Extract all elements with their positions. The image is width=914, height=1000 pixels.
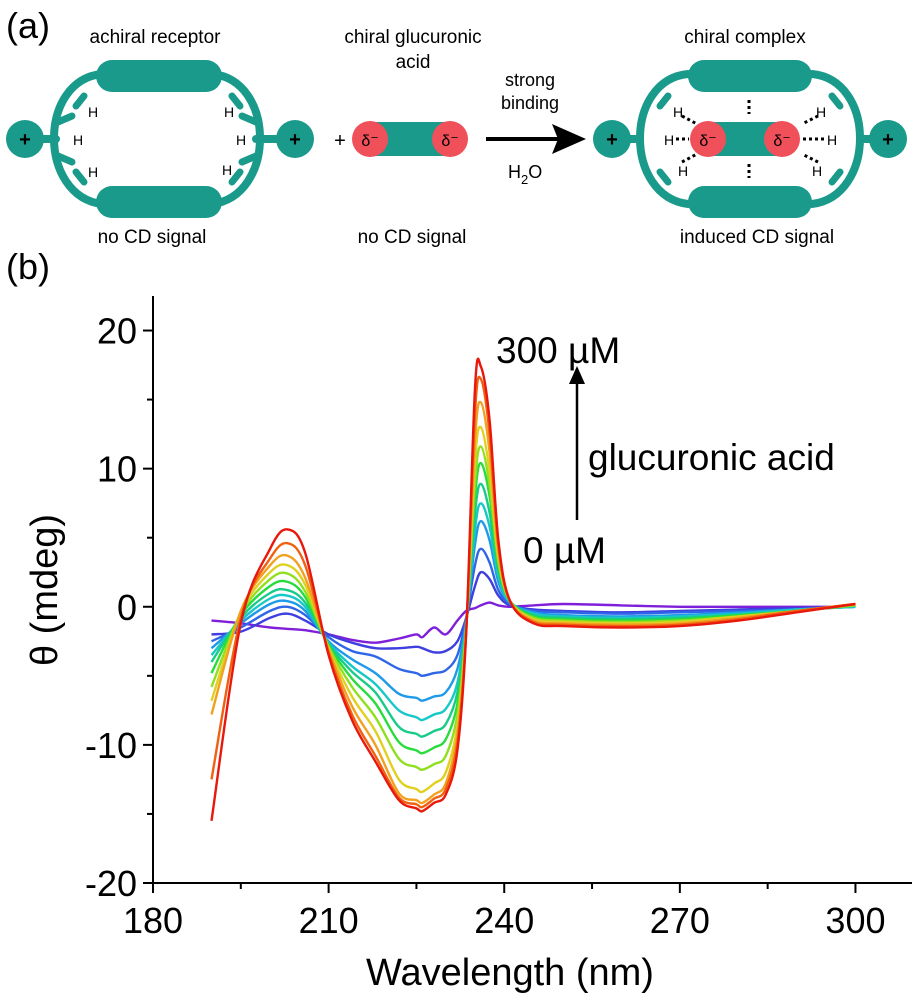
charge-plus: + bbox=[19, 129, 31, 151]
delta-minus-label: δ⁻ bbox=[441, 133, 458, 150]
water-o: O bbox=[528, 162, 542, 182]
hydrogen-label: H bbox=[812, 163, 822, 179]
hydrogen-bond bbox=[801, 114, 819, 126]
complex-stub bbox=[828, 92, 844, 110]
water-h: H bbox=[508, 162, 521, 182]
receptor-right-cation bbox=[276, 120, 314, 158]
annotation-high-conc: 300 µM bbox=[496, 330, 620, 371]
hydrogen-label: H bbox=[816, 104, 826, 120]
complex-top-bar bbox=[688, 60, 812, 92]
series-line-2 bbox=[211, 570, 856, 654]
complex-left-cation bbox=[593, 120, 631, 158]
arrow-label-line2: binding bbox=[501, 93, 559, 113]
complex-title: chiral complex bbox=[684, 27, 806, 48]
complex-caption: induced CD signal bbox=[680, 227, 834, 248]
y-tick-label: 10 bbox=[97, 449, 137, 490]
x-tick-label: 270 bbox=[650, 900, 710, 941]
annotation-titrant: glucuronic acid bbox=[588, 437, 835, 478]
charge-plus: + bbox=[289, 129, 301, 151]
receptor-left-cation bbox=[6, 120, 44, 158]
complex-right-anion bbox=[764, 121, 800, 157]
receptor-stub bbox=[228, 92, 244, 110]
receptor-bottom-bar bbox=[96, 186, 222, 218]
hydrogen-label: H bbox=[827, 132, 837, 148]
hydrogen-label: H bbox=[88, 104, 98, 120]
series-line-12 bbox=[210, 357, 856, 821]
reaction-scheme: (a) achiral receptor chiral glucuronic a… bbox=[6, 5, 907, 248]
y-tick-label: -10 bbox=[85, 725, 137, 766]
receptor-stub bbox=[72, 168, 88, 186]
receptor-stub bbox=[72, 92, 88, 110]
acid-title-line2: acid bbox=[396, 52, 431, 73]
hydrogen-label: H bbox=[73, 132, 83, 148]
receptor-stub bbox=[54, 112, 76, 126]
hydrogen-label: H bbox=[224, 104, 234, 120]
complex-left-anion bbox=[690, 121, 726, 157]
charge-plus: + bbox=[606, 129, 618, 151]
y-tick-label: 0 bbox=[117, 587, 137, 628]
acid-left-anion bbox=[352, 121, 388, 157]
hydrogen-label: H bbox=[678, 163, 688, 179]
series-layer bbox=[210, 357, 856, 821]
charge-plus: + bbox=[882, 129, 894, 151]
receptor-stub bbox=[228, 168, 244, 186]
plus-sign: + bbox=[334, 130, 346, 152]
hydrogen-label: H bbox=[664, 132, 674, 148]
chiral-complex bbox=[593, 60, 907, 218]
reaction-arrow bbox=[486, 124, 586, 154]
achiral-receptor bbox=[6, 60, 314, 218]
y-tick-label: 20 bbox=[97, 311, 137, 352]
series-line-6 bbox=[210, 482, 856, 738]
hydrogen-label: H bbox=[673, 104, 683, 120]
reaction-arrow-head bbox=[552, 124, 586, 154]
delta-minus-label: δ⁻ bbox=[773, 133, 790, 150]
titration-arrow-head bbox=[569, 366, 585, 384]
water-subscript: 2 bbox=[521, 172, 528, 187]
annotation-low-conc: 0 µM bbox=[523, 530, 606, 571]
hydrogen-bond bbox=[681, 114, 698, 126]
hydrogen-bond-dashes bbox=[676, 100, 824, 178]
complex-stub bbox=[656, 92, 672, 110]
delta-minus-label: δ⁻ bbox=[699, 133, 716, 150]
x-tick-label: 210 bbox=[299, 900, 359, 941]
tick-layer: -20 -10 0 10 20 180 210 240 270 300 bbox=[85, 311, 886, 941]
series-line-1 bbox=[211, 601, 856, 644]
x-tick-label: 240 bbox=[474, 900, 534, 941]
y-axis-label: θ (mdeg) bbox=[24, 514, 66, 666]
complex-stub bbox=[828, 168, 844, 186]
receptor-caption: no CD signal bbox=[98, 227, 207, 248]
hydrogen-label: H bbox=[236, 132, 246, 148]
arrow-label-below: H2O bbox=[508, 162, 542, 187]
panel-a-label: (a) bbox=[6, 5, 50, 46]
arrow-label-line1: strong bbox=[505, 70, 555, 90]
complex-stub bbox=[656, 168, 672, 186]
receptor-stub bbox=[238, 152, 260, 166]
y-tick-label: -20 bbox=[85, 863, 137, 904]
hydrogen-label: H bbox=[88, 164, 98, 180]
series-line-4 bbox=[210, 519, 856, 702]
receptor-stub bbox=[238, 112, 260, 126]
acid-caption: no CD signal bbox=[358, 227, 467, 248]
x-tick-label: 300 bbox=[825, 900, 885, 941]
receptor-title: achiral receptor bbox=[90, 27, 222, 48]
titration-arrow bbox=[569, 366, 585, 520]
hydrogen-bond bbox=[801, 152, 819, 164]
hydrogen-label: H bbox=[222, 162, 232, 178]
receptor-top-bar bbox=[96, 60, 222, 92]
receptor-stub bbox=[54, 152, 76, 166]
acid-right-anion bbox=[432, 121, 468, 157]
hydrogen-bond bbox=[681, 152, 698, 164]
x-tick-label: 180 bbox=[123, 900, 183, 941]
series-line-3 bbox=[210, 547, 856, 677]
cd-spectra-chart: -20 -10 0 10 20 180 210 240 270 300 Wavelength (n… bbox=[24, 296, 912, 994]
complex-right-cation bbox=[869, 120, 907, 158]
x-axis-label: Wavelength (nm) bbox=[366, 952, 654, 994]
glucuronic-acid bbox=[352, 121, 468, 157]
delta-minus-label: δ⁻ bbox=[361, 133, 378, 150]
acid-title-line1: chiral glucuronic bbox=[344, 27, 481, 48]
panel-b-label: (b) bbox=[6, 246, 50, 287]
axes-layer bbox=[152, 296, 912, 884]
complex-bottom-bar bbox=[688, 186, 812, 218]
